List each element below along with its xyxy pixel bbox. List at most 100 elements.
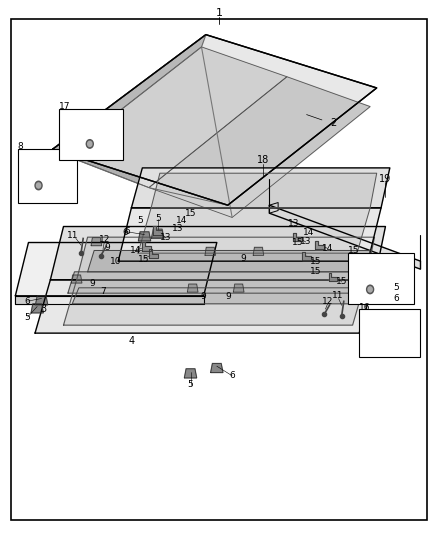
Text: 13: 13	[172, 224, 184, 232]
Text: 10: 10	[110, 257, 122, 265]
Polygon shape	[64, 47, 287, 188]
Text: 15: 15	[348, 246, 360, 255]
Text: 6: 6	[122, 229, 128, 237]
Polygon shape	[31, 304, 43, 313]
Polygon shape	[205, 247, 215, 255]
Polygon shape	[357, 285, 383, 293]
Polygon shape	[53, 149, 228, 205]
Text: 1: 1	[215, 9, 223, 18]
Bar	[348, 253, 414, 304]
Polygon shape	[152, 229, 164, 238]
Bar	[18, 149, 77, 203]
Polygon shape	[71, 275, 82, 283]
Polygon shape	[293, 233, 302, 241]
Text: 15: 15	[292, 238, 304, 247]
Text: 15: 15	[185, 209, 196, 217]
Text: 9: 9	[225, 292, 231, 301]
Text: 11: 11	[332, 292, 343, 300]
Polygon shape	[253, 247, 264, 255]
Text: 15: 15	[336, 277, 347, 286]
Text: 11: 11	[67, 231, 78, 240]
Polygon shape	[88, 251, 370, 272]
Text: 14: 14	[130, 246, 141, 255]
Polygon shape	[375, 280, 387, 289]
Text: 13: 13	[160, 233, 171, 242]
Polygon shape	[269, 205, 420, 269]
Circle shape	[36, 183, 41, 188]
Polygon shape	[68, 272, 366, 293]
Polygon shape	[151, 173, 377, 208]
Circle shape	[368, 287, 372, 292]
Polygon shape	[302, 252, 311, 260]
Text: 15: 15	[310, 268, 321, 276]
Text: 12: 12	[322, 297, 333, 305]
Polygon shape	[72, 138, 107, 150]
Bar	[59, 109, 123, 160]
Text: 6: 6	[393, 294, 399, 303]
Text: 5: 5	[187, 381, 194, 389]
Polygon shape	[15, 296, 204, 304]
Text: 9: 9	[240, 254, 246, 263]
Text: 6: 6	[229, 372, 235, 380]
Polygon shape	[118, 208, 381, 261]
Polygon shape	[138, 208, 370, 253]
Polygon shape	[64, 280, 366, 325]
Polygon shape	[381, 285, 394, 293]
Text: 18: 18	[257, 155, 269, 165]
Circle shape	[88, 141, 92, 147]
Circle shape	[367, 285, 374, 294]
Polygon shape	[91, 238, 102, 246]
Text: 2: 2	[330, 118, 336, 127]
Polygon shape	[149, 77, 370, 217]
Polygon shape	[233, 284, 244, 292]
Text: 4: 4	[128, 336, 134, 346]
Polygon shape	[153, 226, 162, 235]
Circle shape	[86, 140, 93, 148]
Text: 15: 15	[138, 255, 149, 263]
Polygon shape	[35, 296, 48, 305]
Text: 5: 5	[393, 284, 399, 292]
Text: 17: 17	[59, 102, 71, 111]
Text: 13: 13	[288, 220, 299, 228]
Text: 9: 9	[201, 292, 207, 301]
Polygon shape	[211, 364, 223, 373]
Bar	[359, 309, 420, 357]
Text: 9: 9	[89, 279, 95, 288]
Polygon shape	[53, 35, 206, 155]
Text: 19: 19	[379, 174, 392, 183]
Text: 5: 5	[25, 313, 31, 321]
Text: 14: 14	[303, 229, 314, 237]
Text: 6: 6	[124, 228, 130, 236]
Polygon shape	[315, 241, 324, 249]
Text: 15: 15	[310, 257, 321, 265]
Text: 12: 12	[99, 236, 110, 244]
Polygon shape	[371, 285, 383, 294]
Polygon shape	[138, 232, 151, 241]
Polygon shape	[35, 280, 374, 333]
Polygon shape	[101, 140, 112, 147]
Polygon shape	[142, 242, 151, 251]
Text: 7: 7	[100, 287, 106, 296]
Text: 5: 5	[155, 214, 161, 223]
Polygon shape	[131, 168, 390, 208]
Polygon shape	[15, 243, 217, 296]
Polygon shape	[50, 227, 385, 280]
Polygon shape	[269, 203, 278, 213]
Polygon shape	[149, 249, 158, 258]
Polygon shape	[72, 288, 364, 304]
Circle shape	[35, 181, 42, 190]
Polygon shape	[53, 35, 377, 205]
Text: 3: 3	[41, 304, 47, 314]
Text: 9: 9	[104, 244, 110, 252]
Text: 16: 16	[359, 303, 371, 311]
Text: 6: 6	[25, 297, 31, 305]
Polygon shape	[187, 284, 198, 292]
Polygon shape	[328, 273, 337, 281]
Polygon shape	[184, 369, 197, 378]
Text: 13: 13	[300, 238, 311, 246]
Text: 14: 14	[322, 244, 333, 253]
Text: 5: 5	[137, 216, 143, 224]
Text: 14: 14	[176, 216, 187, 225]
Text: 8: 8	[18, 142, 23, 151]
Polygon shape	[77, 237, 374, 280]
